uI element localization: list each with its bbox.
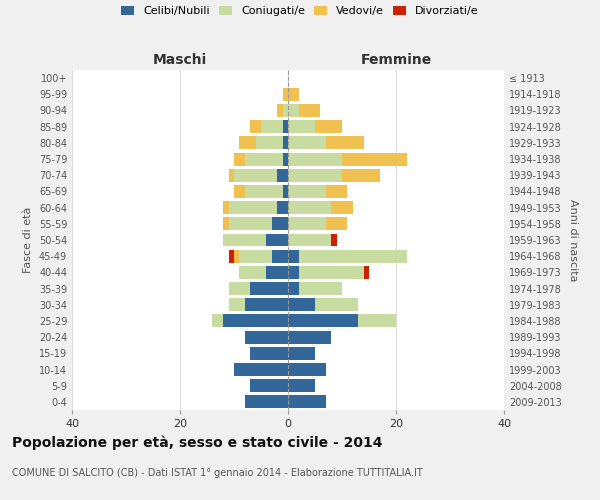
Bar bbox=[234, 169, 277, 181]
Bar bbox=[229, 282, 250, 295]
Bar bbox=[288, 234, 331, 246]
Bar bbox=[283, 185, 288, 198]
Bar bbox=[234, 185, 245, 198]
Bar bbox=[288, 330, 331, 344]
Bar bbox=[223, 218, 229, 230]
Text: Femmine: Femmine bbox=[361, 54, 431, 68]
Bar bbox=[212, 314, 223, 328]
Bar bbox=[245, 330, 288, 344]
Bar bbox=[288, 379, 315, 392]
Bar bbox=[272, 218, 288, 230]
Bar bbox=[261, 120, 283, 133]
Bar bbox=[245, 152, 283, 166]
Bar bbox=[288, 104, 299, 117]
Bar bbox=[266, 266, 288, 279]
Bar bbox=[364, 266, 369, 279]
Bar bbox=[283, 104, 288, 117]
Bar bbox=[288, 185, 326, 198]
Bar bbox=[229, 201, 277, 214]
Bar bbox=[288, 363, 326, 376]
Bar bbox=[229, 250, 234, 262]
Bar bbox=[234, 152, 245, 166]
Bar bbox=[358, 314, 396, 328]
Bar bbox=[223, 234, 266, 246]
Bar bbox=[326, 185, 347, 198]
Bar bbox=[288, 169, 342, 181]
Bar bbox=[239, 250, 272, 262]
Y-axis label: Fasce di età: Fasce di età bbox=[23, 207, 33, 273]
Bar bbox=[277, 104, 283, 117]
Bar bbox=[288, 314, 358, 328]
Bar bbox=[288, 347, 315, 360]
Bar bbox=[234, 363, 288, 376]
Bar bbox=[245, 185, 283, 198]
Bar bbox=[250, 379, 288, 392]
Text: Maschi: Maschi bbox=[153, 54, 207, 68]
Bar bbox=[250, 282, 288, 295]
Bar bbox=[256, 136, 283, 149]
Bar bbox=[342, 152, 407, 166]
Bar bbox=[326, 136, 364, 149]
Bar bbox=[272, 250, 288, 262]
Bar bbox=[239, 266, 266, 279]
Bar bbox=[283, 88, 288, 101]
Bar bbox=[223, 201, 229, 214]
Bar bbox=[288, 282, 299, 295]
Bar bbox=[288, 136, 326, 149]
Bar bbox=[288, 396, 326, 408]
Bar bbox=[250, 347, 288, 360]
Bar bbox=[342, 169, 380, 181]
Bar bbox=[277, 201, 288, 214]
Bar bbox=[288, 266, 299, 279]
Bar bbox=[283, 136, 288, 149]
Bar bbox=[299, 250, 407, 262]
Legend: Celibi/Nubili, Coniugati/e, Vedovi/e, Divorziati/e: Celibi/Nubili, Coniugati/e, Vedovi/e, Di… bbox=[121, 6, 479, 16]
Bar bbox=[288, 218, 326, 230]
Bar bbox=[229, 298, 245, 311]
Bar bbox=[288, 88, 299, 101]
Bar bbox=[331, 201, 353, 214]
Bar bbox=[288, 152, 342, 166]
Bar bbox=[245, 396, 288, 408]
Bar bbox=[266, 234, 288, 246]
Bar bbox=[288, 250, 299, 262]
Y-axis label: Anni di nascita: Anni di nascita bbox=[568, 198, 578, 281]
Bar bbox=[229, 218, 272, 230]
Bar bbox=[288, 298, 315, 311]
Bar bbox=[283, 120, 288, 133]
Bar bbox=[288, 120, 315, 133]
Bar bbox=[288, 201, 331, 214]
Bar bbox=[277, 169, 288, 181]
Bar bbox=[299, 104, 320, 117]
Bar bbox=[315, 120, 342, 133]
Bar bbox=[223, 314, 288, 328]
Bar bbox=[331, 234, 337, 246]
Bar bbox=[229, 169, 234, 181]
Bar bbox=[299, 266, 364, 279]
Bar bbox=[239, 136, 256, 149]
Bar bbox=[283, 152, 288, 166]
Bar bbox=[245, 298, 288, 311]
Bar bbox=[234, 250, 239, 262]
Text: COMUNE DI SALCITO (CB) - Dati ISTAT 1° gennaio 2014 - Elaborazione TUTTITALIA.IT: COMUNE DI SALCITO (CB) - Dati ISTAT 1° g… bbox=[12, 468, 423, 477]
Bar bbox=[299, 282, 342, 295]
Bar bbox=[250, 120, 261, 133]
Text: Popolazione per età, sesso e stato civile - 2014: Popolazione per età, sesso e stato civil… bbox=[12, 435, 383, 450]
Bar bbox=[326, 218, 347, 230]
Bar bbox=[315, 298, 358, 311]
